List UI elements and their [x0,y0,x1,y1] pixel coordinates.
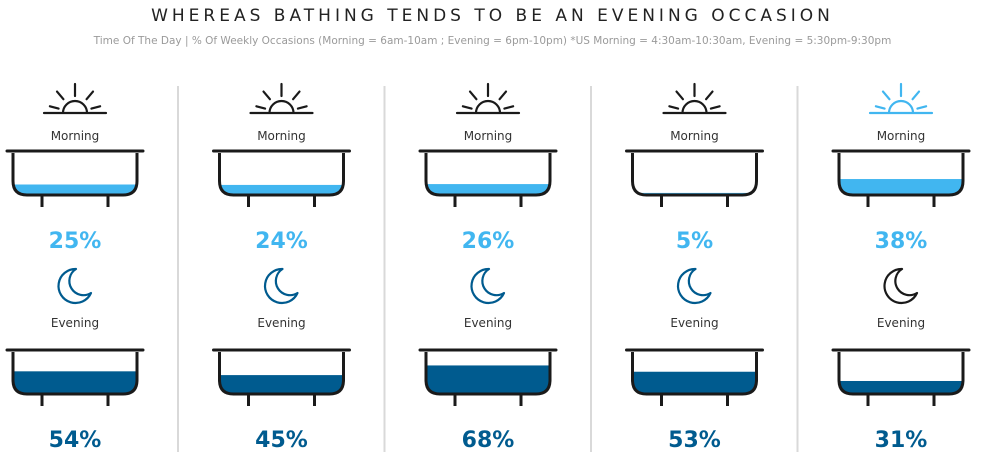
evening-label: Evening [670,316,718,330]
moon-icon [676,267,712,305]
sun-icon [455,82,521,115]
morning-label: Morning [464,129,513,143]
morning-fill-bar [219,184,344,195]
morning-value-label: 24% [255,229,308,254]
evening-value-label: 31% [875,428,928,453]
evening-label: Evening [464,316,512,330]
morning-value-label: 25% [49,229,102,254]
bathtub-icon [418,348,558,406]
sun-icon [868,82,934,115]
moon-icon [57,267,93,305]
morning-value-label: 5% [676,229,713,254]
evening-fill-bar [839,380,963,394]
bathtub-icon [5,348,145,406]
evening-value-label: 54% [49,428,102,453]
morning-label: Morning [257,129,306,143]
bathtub-icon [625,348,764,406]
evening-label: Evening [257,316,305,330]
bathtub-icon [831,348,971,406]
morning-fill-bar [13,184,137,195]
morning-fill-bar [426,184,550,195]
chart-title: WHEREAS BATHING TENDS TO BE AN EVENING O… [151,6,834,26]
bathtub-icon [625,149,764,207]
evening-label: Evening [51,316,99,330]
morning-fill-bar [839,179,963,195]
chart-subtitle: Time Of The Day | % Of Weekly Occasions … [93,35,892,47]
morning-label: Morning [51,129,100,143]
sun-icon [662,82,727,115]
evening-fill-bar [13,371,137,394]
evening-fill-bar [426,365,550,394]
sun-icon [249,82,314,115]
evening-fill-bar [219,375,344,394]
bathtub-icon [5,149,145,207]
evening-fill-bar [632,371,757,394]
evening-value-label: 53% [668,428,721,453]
morning-value-label: 26% [462,229,515,254]
moon-icon [263,267,299,305]
evening-value-label: 45% [255,428,308,453]
moon-icon [470,267,506,305]
morning-label: Morning [670,129,719,143]
evening-label: Evening [877,316,925,330]
evening-value-label: 68% [462,428,515,453]
morning-value-label: 38% [875,229,928,254]
bathtub-icon [831,149,971,207]
bathtub-icon [418,149,558,207]
bathtub-icon [212,149,351,207]
sun-icon [42,82,108,115]
bathtub-icon [212,348,351,406]
moon-icon [883,267,919,305]
morning-label: Morning [877,129,926,143]
